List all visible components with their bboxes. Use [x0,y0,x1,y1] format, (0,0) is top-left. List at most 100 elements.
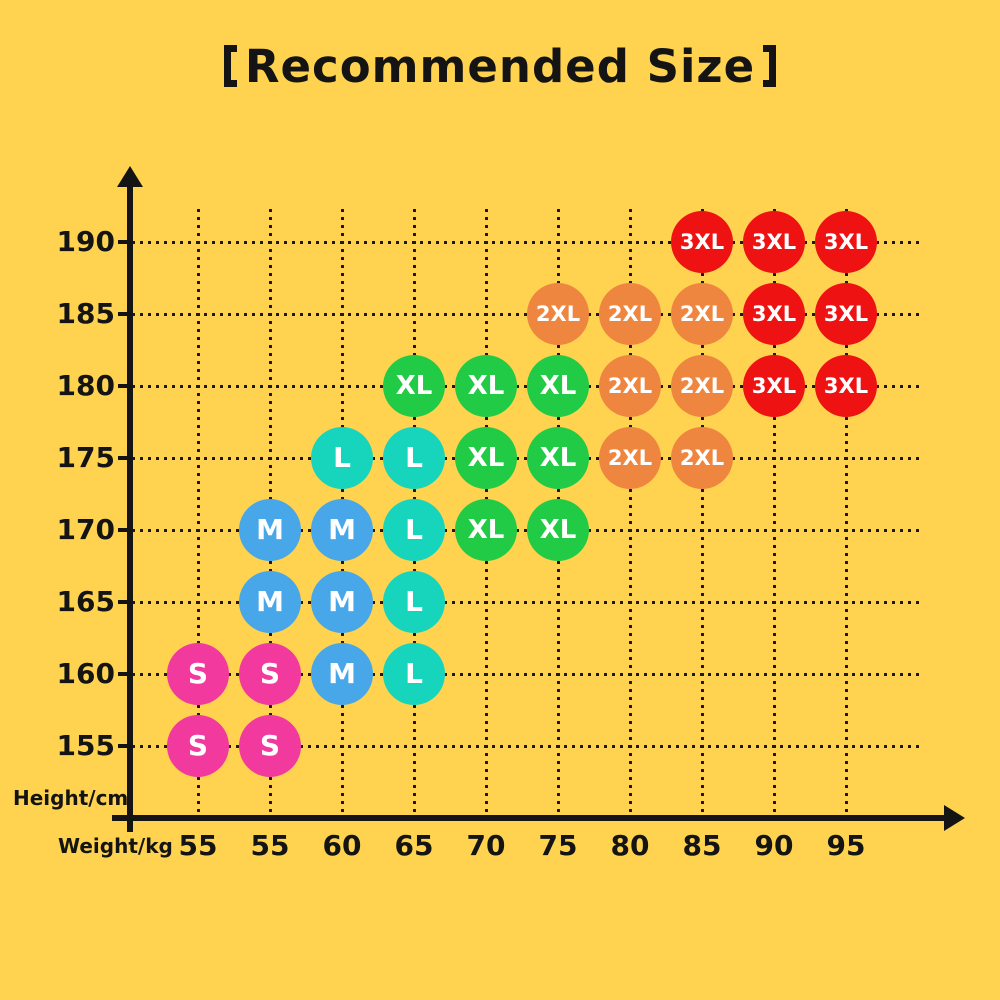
size-point-label: 2XL [679,373,725,398]
size-point-label: 3XL [751,229,797,254]
size-point-label: 3XL [823,301,869,326]
size-point-label: 3XL [823,229,869,254]
y-axis-tick [118,744,133,748]
grid-line-v [845,209,848,815]
x-tick-label: 75 [538,829,578,862]
y-tick-label: 175 [56,441,115,474]
size-point: 2XL [671,355,733,417]
size-point: M [239,499,301,561]
size-point-label: 3XL [679,229,725,254]
size-point: 3XL [743,283,805,345]
size-point: L [383,427,445,489]
x-tick-label: 65 [394,829,434,862]
size-point: M [311,499,373,561]
grid-line-h [132,601,923,604]
size-point: L [383,643,445,705]
size-point-label: XL [467,371,505,401]
size-point: 2XL [599,283,661,345]
size-point: XL [527,355,589,417]
grid-line-h [132,241,923,244]
grid-line-h [132,673,923,676]
size-point: XL [455,499,517,561]
size-point: 2XL [599,427,661,489]
size-point: XL [455,355,517,417]
grid-line-v [773,209,776,815]
size-point: XL [527,427,589,489]
size-point: L [383,499,445,561]
size-point-label: L [405,657,423,690]
x-axis-line [112,815,946,821]
size-point-label: M [328,657,356,690]
size-point: 3XL [815,355,877,417]
x-tick-label: 70 [466,829,506,862]
title-bracket-left-icon [223,45,237,87]
size-point-label: L [405,441,423,474]
y-axis-tick [118,600,133,604]
size-point-label: 2XL [607,373,653,398]
y-axis-arrow-icon [117,166,143,187]
y-axis-title: Height/cm [13,786,129,810]
size-point: XL [455,427,517,489]
size-point-label: 2XL [679,445,725,470]
grid-line-v [629,209,632,815]
size-point: S [239,643,301,705]
size-point-label: 2XL [679,301,725,326]
y-axis-tick [118,312,133,316]
size-point-label: XL [539,371,577,401]
size-point: XL [383,355,445,417]
size-point: L [383,571,445,633]
size-point-label: 3XL [751,301,797,326]
grid-line-v [701,209,704,815]
page-title-text: Recommended Size [244,39,756,93]
x-axis-title: Weight/kg [58,834,173,858]
size-point: 3XL [815,283,877,345]
y-tick-label: 190 [56,225,115,258]
size-point: S [239,715,301,777]
size-point: 3XL [743,211,805,273]
x-tick-label: 80 [610,829,650,862]
y-axis-line [127,182,133,832]
y-tick-label: 160 [56,657,115,690]
y-tick-label: 155 [56,729,115,762]
y-tick-label: 185 [56,297,115,330]
x-tick-label: 95 [826,829,866,862]
x-tick-label: 85 [682,829,722,862]
y-tick-label: 170 [56,513,115,546]
size-point-label: L [333,441,351,474]
x-tick-label: 60 [322,829,362,862]
size-point: 2XL [599,355,661,417]
size-point-label: M [328,585,356,618]
size-point-label: 2XL [535,301,581,326]
y-tick-label: 165 [56,585,115,618]
size-point-label: S [259,657,281,690]
y-axis-tick [118,384,133,388]
size-point: 3XL [743,355,805,417]
size-point-label: S [259,729,281,762]
size-point-label: M [256,585,284,618]
size-point-label: L [405,585,423,618]
y-axis-tick [118,456,133,460]
x-tick-label: 55 [178,829,218,862]
size-point-label: XL [539,443,577,473]
size-point: M [239,571,301,633]
size-point: M [311,571,373,633]
size-point-label: XL [395,371,433,401]
size-point: S [167,715,229,777]
size-point-label: M [256,513,284,546]
size-point: XL [527,499,589,561]
size-point: 2XL [671,427,733,489]
x-tick-label: 90 [754,829,794,862]
size-point-label: L [405,513,423,546]
x-axis-arrow-icon [944,805,965,831]
size-point-label: M [328,513,356,546]
y-axis-tick [118,240,133,244]
size-point-label: XL [539,515,577,545]
title-bracket-right-icon [763,45,777,87]
y-axis-tick [118,672,133,676]
size-point-label: 2XL [607,301,653,326]
size-point: S [167,643,229,705]
grid-line-h [132,745,923,748]
size-point: 2XL [671,283,733,345]
grid-line-v [197,209,200,815]
